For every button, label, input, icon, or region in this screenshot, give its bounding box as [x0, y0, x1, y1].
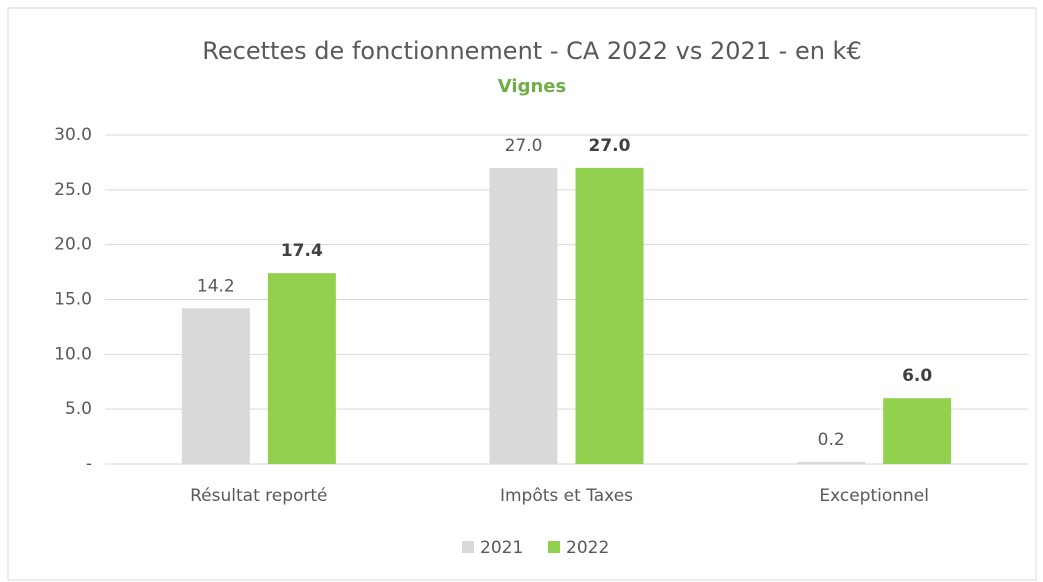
bar: [489, 167, 558, 464]
data-label: 6.0: [902, 366, 932, 386]
y-tick-label: 10.0: [54, 344, 92, 364]
x-tick-label: Exceptionnel: [819, 486, 929, 506]
x-tick-label: Impôts et Taxes: [500, 486, 633, 506]
chart-title: Recettes de fonctionnement - CA 2022 vs …: [202, 37, 861, 65]
y-tick-label: 15.0: [54, 290, 92, 310]
x-tick-label: Résultat reporté: [190, 486, 327, 506]
legend-label: 2021: [480, 538, 523, 558]
y-tick-label: 5.0: [65, 399, 92, 419]
chart-subtitle: Vignes: [498, 76, 566, 97]
legend-label: 2022: [566, 538, 609, 558]
data-label: 17.4: [281, 241, 323, 261]
y-tick-label: -: [86, 454, 92, 474]
data-label: 27.0: [589, 136, 631, 156]
data-label: 14.2: [197, 276, 235, 296]
legend-swatch: [548, 541, 560, 553]
bar: [181, 308, 250, 464]
legend-swatch: [462, 541, 474, 553]
bar: [267, 273, 336, 464]
y-tick-label: 25.0: [54, 180, 92, 200]
y-tick-label: 20.0: [54, 235, 92, 255]
data-label: 27.0: [505, 136, 543, 156]
y-tick-label: 30.0: [54, 125, 92, 145]
bar: [883, 398, 952, 464]
data-label: 0.2: [818, 430, 845, 450]
bar: [797, 461, 866, 464]
bar: [575, 167, 644, 464]
